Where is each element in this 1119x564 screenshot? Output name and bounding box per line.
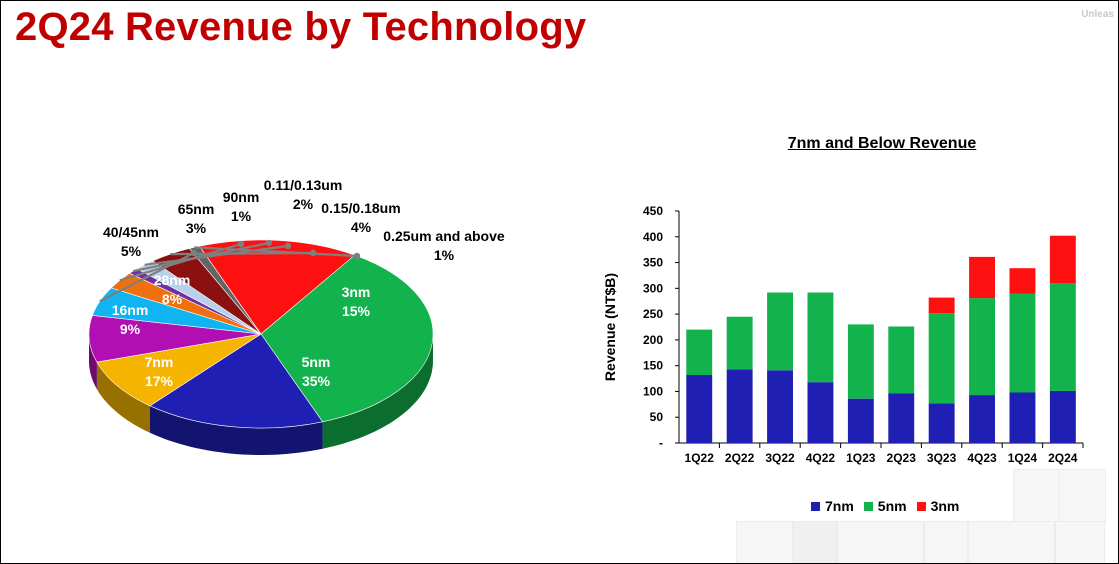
technology-pie-chart [88,239,434,455]
legend-label-5nm: 5nm [877,498,907,514]
bar-7nm-4Q22 [807,382,834,443]
bar-5nm-2Q23 [888,326,915,394]
y-tick-label: 450 [643,204,663,218]
bar-3nm-3Q23 [928,297,955,314]
y-tick-label: 150 [643,359,663,373]
background-tile [1013,469,1060,523]
x-tick-label-2Q24: 2Q24 [1048,451,1078,465]
leader-line-0-11-0-13um [144,244,289,266]
pie-slice-7nm [149,333,324,429]
pie-label-0-11-0-13um: 0.11/0.13um 2% [263,177,343,212]
x-tick-label-1Q22: 1Q22 [685,451,715,465]
pie-side-16nm [96,362,150,433]
legend-swatch-3nm [916,501,926,511]
bar-7nm-2Q23 [888,393,915,443]
background-tile [793,521,837,563]
pie-label-3nm: 3nm 15% [341,284,371,319]
x-tick-label-3Q22: 3Q22 [765,451,795,465]
revenue-bar-chart: - 50 100 150 200 250 300 350 400 450 Revenue (NT$B… [602,204,1084,465]
pie-label-90nm: 90nm 1% [222,189,260,224]
x-tick-label-1Q24: 1Q24 [1008,451,1038,465]
bar-chart-title: 7nm and Below Revenue [787,135,977,152]
pie-slice-16nm [96,333,262,407]
bar-5nm-2Q22 [726,316,753,370]
bar-7nm-1Q22 [686,374,713,443]
legend-item-7nm: 7nm [811,498,854,514]
classification-label: Unleas [1081,9,1114,20]
background-tile [1055,521,1105,563]
pie-label-7nm: 7nm 17% [144,354,174,389]
pie-side-5nm [322,334,433,449]
y-tick-label: - [659,436,663,450]
bar-5nm-1Q24 [1009,293,1036,393]
leader-dot-90nm [265,239,273,247]
bar-7nm-1Q23 [847,398,874,443]
leader-line-0-25um-and-above [194,246,358,258]
pie-side-28nm [89,334,97,390]
background-tile [736,521,793,563]
bar-5nm-3Q22 [767,292,793,371]
legend-swatch-5nm [863,501,873,511]
y-tick-label: 350 [643,256,663,270]
legend-label-3nm: 3nm [930,498,960,514]
y-tick-label: 400 [643,230,663,244]
y-axis-title: Revenue (NT$B) [602,273,618,381]
leader-dot-65nm [237,240,245,248]
background-tile [837,521,924,563]
bar-7nm-1Q24 [1009,392,1036,443]
pie-label-5nm: 5nm 35% [301,354,331,389]
pie-label-65nm: 65nm 3% [177,201,215,236]
bar-5nm-2Q24 [1049,283,1076,391]
legend-item-3nm: 3nm [916,498,960,514]
bar-7nm-2Q22 [726,369,753,443]
pie-label-40-45nm: 40/45nm 5% [102,224,160,259]
bar-5nm-4Q23 [969,298,995,395]
pie-label-16nm: 16nm 9% [111,302,149,337]
bar-7nm-2Q24 [1049,390,1076,443]
x-tick-label-4Q22: 4Q22 [806,451,836,465]
bar-5nm-4Q22 [807,292,834,383]
pie-label-0-15-0-18um: 0.15/0.18um 4% [321,200,401,235]
bar-3nm-4Q23 [969,256,995,299]
pie-slice-5nm [260,254,434,423]
x-tick-label-2Q22: 2Q22 [725,451,755,465]
slide-title: 2Q24 Revenue by Technology [15,5,587,49]
legend-item-5nm: 5nm [863,498,907,514]
leader-dot-0-11-0-13um [284,242,292,250]
pie-side-7nm [150,405,323,455]
x-tick-label-4Q23: 4Q23 [967,451,997,465]
bar-7nm-3Q22 [767,370,793,443]
bar-7nm-4Q23 [969,395,995,443]
bar-5nm-3Q23 [928,313,955,404]
bar-7nm-3Q23 [928,403,955,443]
background-tile [924,521,968,563]
bar-3nm-1Q24 [1009,268,1036,294]
bar-5nm-1Q23 [847,324,874,399]
bar-3nm-2Q24 [1049,235,1076,284]
leader-dot-0-25um-and-above [353,252,361,260]
y-tick-label: 50 [650,410,664,424]
y-tick-label: 200 [643,333,663,347]
legend-label-7nm: 7nm [825,498,854,514]
y-tick-label: 100 [643,384,663,398]
legend-swatch-7nm [811,501,820,511]
background-tile [968,521,1055,563]
pie-label-0-25um-and-above: 0.25um and above 1% [383,228,505,263]
y-tick-label: 250 [643,307,663,321]
pie-slice-3nm [198,239,356,335]
pie-label-28nm: 28nm 8% [153,272,191,307]
x-tick-label-2Q23: 2Q23 [887,451,917,465]
x-tick-label-1Q23: 1Q23 [846,451,876,465]
background-tile [1059,469,1106,523]
x-tick-label-3Q23: 3Q23 [927,451,957,465]
bar-5nm-1Q22 [686,329,713,375]
y-tick-label: 300 [643,281,663,295]
bar-chart-legend: 7nm 5nm 3nm [811,498,959,514]
